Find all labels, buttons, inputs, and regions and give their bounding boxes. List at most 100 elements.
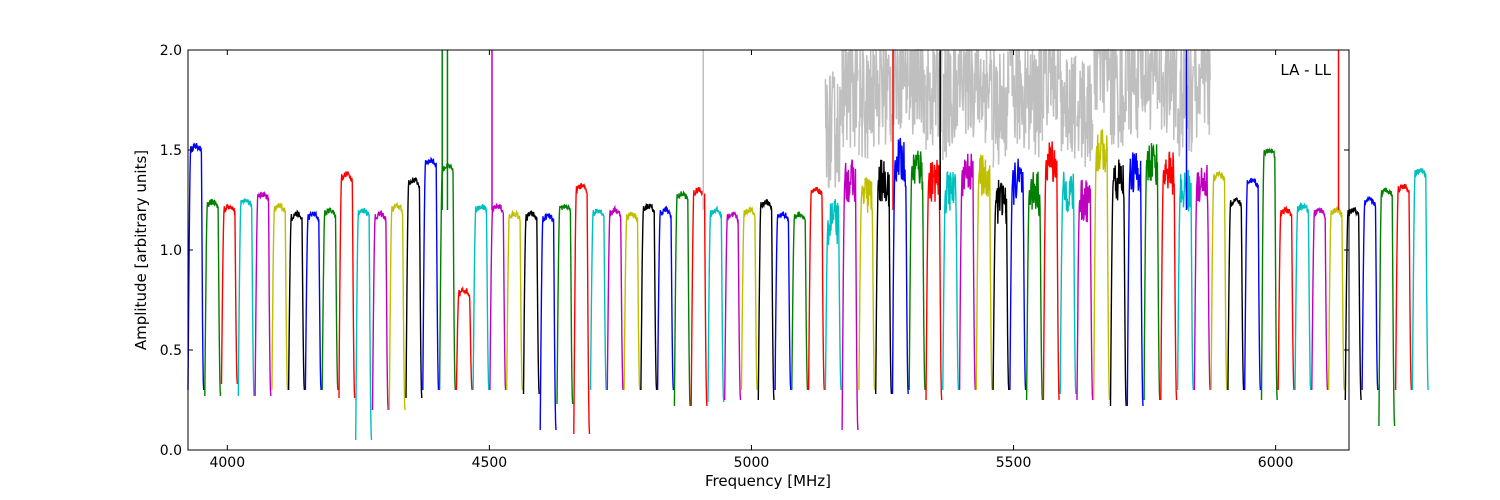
x-tick-label: 4000 — [209, 455, 245, 471]
background-channel-line — [858, 49, 876, 159]
x-tick-label: 4500 — [472, 455, 508, 471]
channel-line — [455, 285, 473, 391]
channel-line — [304, 210, 322, 391]
channel-line — [875, 159, 893, 395]
channel-line — [1327, 205, 1345, 391]
channel-line — [707, 205, 725, 403]
channel-line — [1260, 147, 1278, 401]
channel-line — [556, 204, 574, 405]
channel-line — [623, 211, 641, 391]
channel-line — [925, 159, 943, 401]
channel-line — [1311, 206, 1329, 391]
channel-line — [992, 179, 1010, 391]
channel-line — [220, 203, 238, 385]
channel-line — [1009, 158, 1027, 391]
channel-line — [757, 199, 775, 401]
channel-line — [1411, 168, 1429, 391]
channel-line — [237, 198, 255, 397]
y-tick-label: 1.0 — [160, 243, 182, 259]
channel-line — [656, 205, 675, 391]
channel-line — [422, 156, 440, 391]
channel-line — [942, 170, 960, 391]
channel-line — [1361, 195, 1379, 391]
y-axis-ticks: 0.0 0.5 1.0 1.5 2.0 — [160, 43, 1349, 459]
channel-line — [204, 198, 222, 397]
x-tick-label: 5500 — [996, 455, 1032, 471]
channel-line — [1193, 164, 1211, 391]
background-channel-line — [824, 71, 842, 189]
channel-line — [1025, 171, 1044, 401]
channel-line — [807, 186, 825, 391]
background-series-layer — [824, 47, 1211, 189]
channel-line — [287, 209, 306, 391]
channel-line — [1126, 152, 1144, 407]
background-channel-line — [1176, 49, 1195, 157]
x-axis-label: Frequency [MHz] — [705, 472, 831, 490]
channel-line — [1176, 169, 1194, 391]
background-channel-line — [874, 49, 893, 145]
background-channel-line — [1109, 49, 1127, 148]
channel-line — [589, 208, 607, 391]
channel-line — [891, 137, 909, 395]
channel-line — [690, 187, 708, 407]
x-tick-label: 5000 — [734, 455, 770, 471]
channel-line — [338, 171, 356, 399]
channel-line — [355, 207, 373, 441]
x-axis-ticks: 4000 4500 5000 5500 6000 — [209, 50, 1293, 471]
channel-line — [573, 183, 591, 435]
channel-line — [673, 189, 691, 407]
background-channel-line — [958, 49, 977, 138]
plot-annotation: LA - LL — [1280, 61, 1331, 79]
background-channel-line — [1076, 61, 1094, 168]
channel-line — [1277, 205, 1295, 391]
channel-line — [472, 203, 490, 391]
background-channel-line — [975, 49, 993, 144]
channel-line — [1059, 171, 1077, 395]
channel-line — [371, 210, 389, 411]
channel-line — [1160, 151, 1178, 401]
channel-line — [724, 211, 742, 401]
y-axis-label: Amplitude [arbitrary units] — [132, 150, 150, 350]
channel-line — [858, 177, 876, 391]
channel-line — [405, 176, 423, 399]
channel-line — [1143, 143, 1161, 401]
channel-line — [388, 201, 406, 411]
y-tick-label: 1.5 — [160, 143, 182, 159]
y-tick-label: 0.5 — [160, 343, 182, 359]
channel-line — [791, 211, 809, 391]
channel-line — [539, 212, 557, 431]
channel-line — [908, 150, 926, 391]
plot-area — [188, 50, 1349, 450]
channel-line — [1294, 201, 1312, 391]
background-channel-line — [908, 49, 926, 135]
y-tick-label: 2.0 — [160, 43, 182, 59]
channel-line — [975, 154, 993, 391]
channel-line — [774, 211, 792, 391]
series-layer — [187, 50, 1429, 441]
channel-line — [958, 153, 976, 391]
background-channel-line — [841, 49, 859, 148]
channel-line — [824, 199, 842, 391]
y-tick-label: 0.0 — [160, 443, 182, 459]
background-channel-line — [992, 50, 1010, 168]
background-channel-line — [1009, 49, 1027, 149]
background-channel-line — [925, 49, 943, 150]
channel-line — [187, 142, 205, 391]
background-channel-line — [1193, 48, 1211, 138]
channel-line — [321, 207, 339, 391]
channel-line — [1092, 129, 1111, 401]
channel-line — [1109, 159, 1127, 407]
background-channel-line — [942, 49, 960, 161]
channel-line — [606, 204, 624, 391]
channel-line — [1076, 179, 1094, 401]
channel-line — [640, 202, 658, 391]
background-channel-line — [1143, 49, 1161, 130]
channel-line — [740, 205, 758, 391]
background-channel-line — [1059, 49, 1077, 159]
channel-line — [1227, 197, 1245, 391]
channel-line — [1378, 186, 1396, 427]
channel-line — [254, 191, 272, 397]
channel-line — [522, 210, 540, 395]
channel-line — [1042, 141, 1060, 401]
